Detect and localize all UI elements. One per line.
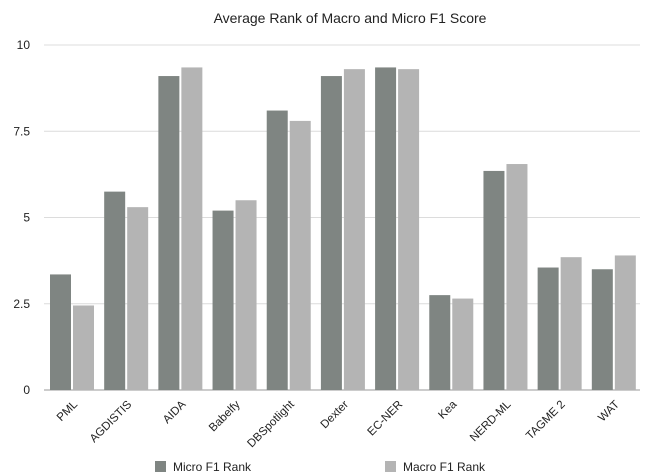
legend-label: Macro F1 Rank — [403, 460, 486, 474]
y-tick-label: 2.5 — [13, 297, 30, 311]
bar-macro-dexter — [343, 69, 365, 391]
bar-micro-wat — [591, 269, 613, 390]
bars — [50, 67, 636, 391]
legend: Micro F1 Rank Macro F1 Rank — [155, 460, 486, 474]
y-axis-ticks: 0 2.5 5 7.5 10 — [13, 38, 30, 397]
x-tick-label: WAT — [596, 399, 622, 425]
x-tick-label: AGDISTIS — [88, 398, 135, 445]
x-axis-ticks: PML AGDISTIS AIDA Babelfy DBSpotlight Dexter E… — [55, 398, 622, 450]
y-tick-label: 10 — [17, 38, 31, 52]
y-tick-label: 0 — [23, 383, 30, 397]
bar-macro-dbspotlight — [289, 120, 311, 391]
bar-macro-babelfy — [235, 200, 257, 390]
x-tick-label: Dexter — [319, 399, 352, 432]
bar-micro-dbspotlight — [266, 110, 288, 391]
x-tick-label: Kea — [436, 398, 459, 421]
bar-micro-agdistis — [104, 191, 126, 390]
legend-label: Micro F1 Rank — [173, 460, 252, 474]
legend-swatch — [155, 461, 166, 472]
x-tick-label: AIDA — [161, 398, 189, 426]
x-tick-label: TAGME 2 — [524, 399, 568, 443]
bar-macro-nerd-ml — [506, 164, 528, 390]
bar-micro-ec-ner — [375, 67, 397, 391]
bar-macro-agdistis — [127, 207, 149, 390]
bar-macro-ec-ner — [398, 69, 420, 391]
bar-micro-dexter — [320, 76, 342, 391]
chart-title: Average Rank of Macro and Micro F1 Score — [214, 10, 487, 26]
bar-macro-wat — [614, 255, 636, 390]
bar-macro-tagme-2 — [560, 257, 582, 390]
x-tick-label: NERD-ML — [468, 398, 514, 444]
bar-micro-tagme-2 — [537, 267, 559, 390]
x-tick-label: EC-NER — [366, 399, 406, 439]
bar-micro-aida — [158, 76, 180, 391]
x-tick-label: PML — [55, 398, 81, 424]
bar-micro-kea — [429, 295, 451, 390]
x-tick-label: Babelfy — [207, 398, 243, 434]
bar-micro-nerd-ml — [483, 170, 505, 390]
bar-macro-aida — [181, 67, 203, 391]
bar-macro-pml — [73, 305, 94, 390]
y-tick-label: 7.5 — [13, 124, 30, 138]
y-tick-label: 5 — [23, 211, 30, 225]
bar-micro-pml — [50, 274, 71, 390]
bar-macro-kea — [452, 298, 474, 390]
x-tick-label: DBSpotlight — [245, 398, 297, 450]
bar-micro-babelfy — [212, 210, 234, 390]
legend-swatch — [385, 461, 396, 472]
